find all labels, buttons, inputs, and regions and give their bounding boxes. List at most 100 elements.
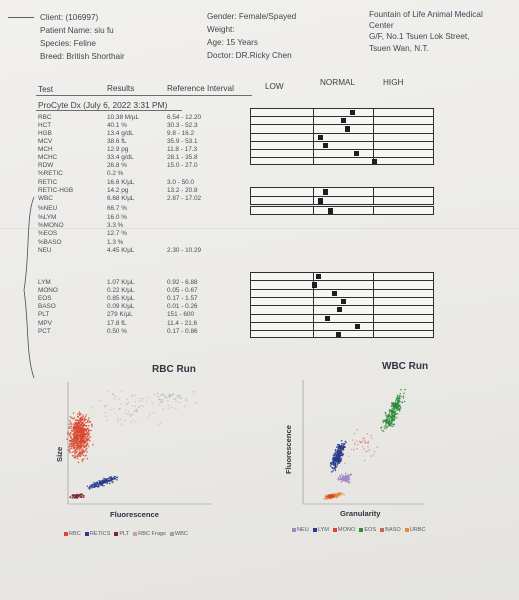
baso-point xyxy=(373,450,376,453)
legend-label: URBC xyxy=(409,527,426,533)
gauge-marker-hgb xyxy=(345,126,350,132)
rbc-point xyxy=(72,446,75,448)
eos-point xyxy=(398,409,400,411)
eos-point xyxy=(388,412,391,414)
eos-point xyxy=(382,419,385,422)
retic-point xyxy=(90,487,92,489)
gauge-row-line xyxy=(251,140,433,142)
wbc-point xyxy=(166,397,169,399)
wbc-scatter-plot xyxy=(302,380,425,505)
gauge-marker-mcv xyxy=(318,134,323,140)
clinic-name: Fountain of Life Animal Medical xyxy=(369,10,483,19)
legend-label: RETICS xyxy=(89,531,111,537)
retic-point xyxy=(109,476,111,479)
wbc-axes xyxy=(302,380,425,505)
result-range: 11.4 - 21.6 xyxy=(167,320,198,327)
gauge-marker-rbc xyxy=(350,110,355,116)
eos-point xyxy=(392,408,395,411)
rbc-point xyxy=(81,425,84,428)
legend-item: WBC xyxy=(169,531,188,537)
lym-point xyxy=(334,450,337,452)
rbc-point xyxy=(85,431,88,433)
rbc-point xyxy=(74,427,76,430)
lym-point xyxy=(333,452,336,455)
rbc-point xyxy=(83,429,85,432)
rbc-point xyxy=(68,446,71,448)
lym-point xyxy=(340,449,342,452)
rbc-point xyxy=(77,455,80,458)
rbc-point xyxy=(81,434,84,437)
baso-point xyxy=(364,440,366,443)
rbc-frag-point xyxy=(141,400,143,402)
wbc-point xyxy=(167,400,169,402)
rbc-point xyxy=(76,457,79,460)
urbc-point xyxy=(339,493,341,496)
rbc-frag-point xyxy=(132,419,134,422)
rbc-frag-point xyxy=(167,407,170,409)
lym-point xyxy=(336,466,338,468)
result-name: %NEU xyxy=(38,205,58,212)
retic-point xyxy=(101,482,103,484)
baso-point xyxy=(366,433,368,435)
result-name: %EOS xyxy=(38,230,58,237)
eos-point xyxy=(393,404,395,406)
rbc-frag-point xyxy=(135,408,138,411)
rbc-point xyxy=(75,451,78,454)
wbc-point xyxy=(175,400,177,403)
neu-point xyxy=(342,475,344,477)
run-title-rule xyxy=(36,110,182,111)
result-range: 2.87 - 17.02 xyxy=(167,195,202,202)
result-name: NEU xyxy=(38,247,52,254)
rbc-point xyxy=(78,451,81,454)
wbc-point xyxy=(176,394,179,397)
result-value: 17.8 fL xyxy=(107,320,127,327)
gauge-divider xyxy=(313,109,314,165)
rbc-point xyxy=(85,428,88,431)
rbc-point xyxy=(73,434,76,437)
gauge-marker-mono xyxy=(332,290,337,296)
rbc-point xyxy=(70,437,73,440)
wbc-point xyxy=(178,401,181,404)
rbc-point xyxy=(76,426,78,429)
retic-point xyxy=(101,484,104,487)
lym-point xyxy=(342,444,344,446)
eos-point xyxy=(398,397,401,400)
lym-point xyxy=(336,443,339,446)
baso-point xyxy=(350,448,353,451)
lym-point xyxy=(335,460,338,462)
rbc-frag-point xyxy=(121,390,123,392)
baso-point xyxy=(356,440,358,443)
rbc-frag-point xyxy=(119,402,122,405)
rbc-point xyxy=(82,452,84,454)
rbc-frag-point xyxy=(114,395,117,397)
retic-point xyxy=(104,481,106,483)
result-name: HCT xyxy=(38,122,52,129)
rbc-point xyxy=(79,431,82,433)
weight: Weight: xyxy=(207,25,235,34)
rbc-frag-point xyxy=(175,407,177,410)
rbc-frag-point xyxy=(126,413,129,415)
wbc-point xyxy=(159,394,162,396)
rbc-point xyxy=(84,440,86,442)
legend-item: RETICS xyxy=(84,531,111,537)
neu-point xyxy=(348,477,350,479)
rbc-point xyxy=(87,435,89,438)
baso-point xyxy=(344,462,346,464)
rbc-frag-point xyxy=(142,405,144,408)
gauge-row-line xyxy=(251,305,433,307)
eos-point xyxy=(396,403,399,405)
legend-item: NEU xyxy=(292,527,309,533)
lym-point xyxy=(336,454,338,456)
baso-point xyxy=(368,448,371,451)
lym-point xyxy=(332,460,334,462)
lym-point xyxy=(339,455,341,457)
rbc-point xyxy=(81,448,83,451)
rbc-point xyxy=(77,453,79,456)
rbc-point xyxy=(73,424,75,426)
result-value: 40.1 % xyxy=(107,122,127,129)
rbc-point xyxy=(73,417,76,419)
gauge-diff-plt-panel xyxy=(250,272,434,339)
result-value: 33.4 g/dL xyxy=(107,154,134,161)
baso-point xyxy=(351,439,354,441)
rbc-point xyxy=(85,425,87,427)
